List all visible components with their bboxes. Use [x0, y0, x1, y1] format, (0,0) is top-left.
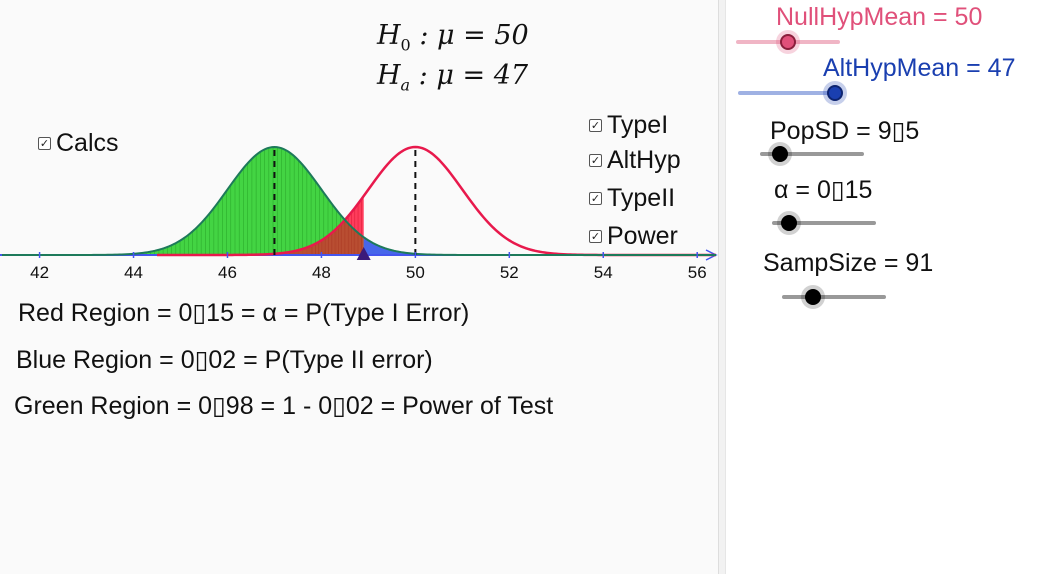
alpha-slider-knob[interactable]	[780, 215, 797, 231]
green-region-text: Green Region = 0▯98 = 1 - 0▯02 = Power o…	[14, 392, 554, 420]
typeII-checkbox[interactable]: ✓ TypeII	[589, 184, 675, 213]
calcs-checkbox-label: Calcs	[56, 129, 119, 157]
checkbox-check-icon: ✓	[589, 230, 602, 243]
checkbox-check-icon: ✓	[589, 192, 602, 205]
null-hypothesis: H0 : μ = 50	[377, 20, 529, 55]
calcs-checkbox[interactable]: ✓ Calcs	[38, 129, 119, 158]
checkbox-check-icon: ✓	[38, 137, 51, 150]
typeI-checkbox[interactable]: ✓ TypeI	[589, 111, 668, 140]
checkbox-check-icon: ✓	[589, 119, 602, 132]
typeI-checkbox-label: TypeI	[607, 111, 669, 139]
alt-mean-slider[interactable]	[738, 85, 843, 101]
althyp-checkbox-label: AltHyp	[607, 146, 681, 174]
power-checkbox-label: Power	[607, 222, 678, 250]
critical-value-marker	[356, 247, 371, 260]
popsd-slider[interactable]	[760, 146, 864, 162]
alt-distribution-curve	[2, 145, 716, 256]
sampsize-slider-knob[interactable]	[805, 289, 822, 305]
power-checkbox[interactable]: ✓ Power	[589, 222, 678, 251]
x-tick-label: 50	[406, 263, 425, 282]
null-mean-slider[interactable]	[736, 34, 840, 50]
red-typeI-region	[255, 196, 364, 255]
null-mean-slider-knob[interactable]	[780, 34, 796, 50]
alt-hypothesis: Ha : μ = 47	[377, 60, 529, 95]
null-mean-label: NullHypMean = 50	[776, 3, 983, 31]
alt-mean-label: AltHypMean = 47	[823, 54, 1016, 82]
graphics-view: 42 44 46 48 50 52 54 56 H0 : μ = 50 Ha : μ = 47…	[0, 20, 718, 420]
x-tick-label: 42	[30, 263, 49, 282]
x-tick-label: 54	[594, 263, 613, 282]
blue-typeII-region	[363, 237, 716, 255]
althyp-checkbox[interactable]: ✓ AltHyp	[589, 146, 681, 175]
panel-divider[interactable]	[718, 0, 726, 574]
x-tick-label: 44	[124, 263, 143, 282]
alpha-slider[interactable]	[772, 215, 876, 231]
popsd-slider-knob[interactable]	[771, 146, 788, 162]
sliders-panel: NullHypMean = 50 AltHypMean = 47 PopSD =…	[726, 0, 1062, 574]
red-region-text: Red Region = 0▯15 = α = P(Type I Error)	[18, 299, 470, 327]
popsd-label: PopSD = 9▯5	[770, 117, 920, 145]
sampsize-label: SampSize = 91	[763, 249, 934, 277]
alt-mean-slider-knob[interactable]	[826, 85, 843, 101]
distribution-plot: 42 44 46 48 50 52 54 56	[0, 145, 718, 282]
checkbox-check-icon: ✓	[589, 154, 602, 167]
typeII-checkbox-label: TypeII	[607, 184, 676, 212]
x-tick-label: 48	[312, 263, 331, 282]
x-tick-label: 56	[688, 263, 707, 282]
x-tick-label: 46	[218, 263, 237, 282]
x-tick-label: 52	[500, 263, 519, 282]
alpha-label: α = 0▯15	[774, 176, 873, 204]
blue-region-text: Blue Region = 0▯02 = P(Type II error)	[16, 346, 433, 374]
sampsize-slider[interactable]	[782, 289, 886, 305]
